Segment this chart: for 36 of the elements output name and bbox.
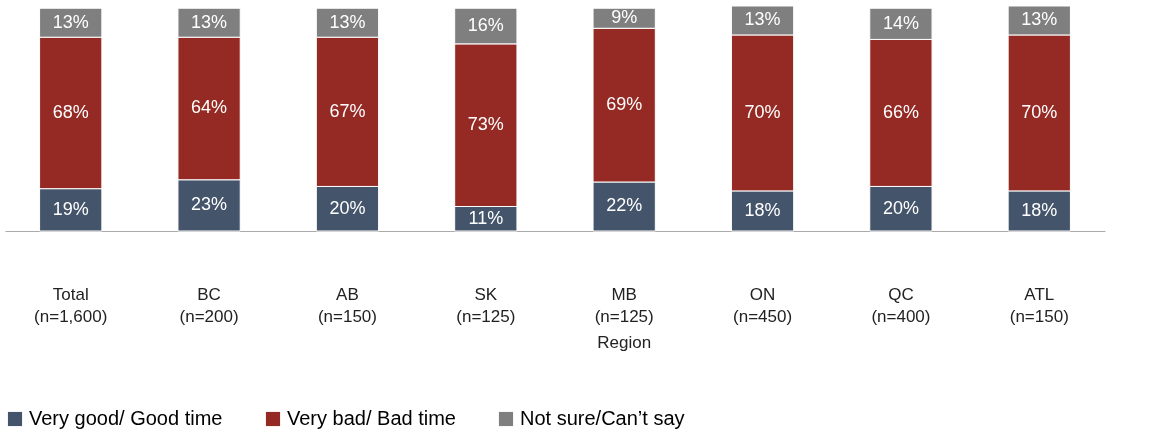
data-label: 13% [1021, 9, 1058, 30]
x-tick-label: ON (n=450) [733, 284, 793, 326]
data-label: 13% [52, 11, 89, 32]
x-tick-label: AB (n=150) [317, 284, 377, 326]
legend-label: Not sure/Can’t say [520, 407, 685, 429]
data-label: 20% [329, 197, 366, 218]
legend-label: Very bad/ Bad time [287, 407, 456, 429]
data-label: 20% [882, 197, 919, 218]
data-label: 19% [52, 198, 89, 219]
text: Region [597, 333, 652, 352]
data-label: 69% [606, 94, 643, 115]
data-label: 18% [744, 199, 781, 220]
x-tick-label: Total (n=1,600) [34, 284, 108, 326]
data-label: 68% [52, 101, 89, 122]
data-label: 18% [1021, 199, 1058, 220]
x-tick-label: ATL (n=150) [1009, 284, 1069, 326]
data-label: 11% [468, 207, 504, 228]
data-label: 22% [606, 195, 643, 216]
data-label: 13% [191, 11, 228, 32]
data-label: 13% [329, 11, 366, 32]
x-tick-label: SK (n=125) [456, 284, 516, 326]
data-label: 23% [191, 194, 228, 215]
data-label: 9% [611, 7, 638, 28]
data-label: 14% [882, 12, 919, 33]
data-label: 16% [467, 15, 504, 36]
data-label: 13% [744, 9, 781, 30]
data-label: 73% [467, 114, 504, 135]
data-label: 70% [1021, 101, 1058, 122]
data-label: 70% [744, 101, 781, 122]
data-label: 64% [191, 97, 228, 118]
x-tick-label: MB (n=125) [594, 284, 654, 326]
legend-label: Very good/ Good time [29, 407, 223, 429]
x-tick-label: QC (n=400) [871, 284, 931, 326]
data-label: 66% [882, 101, 919, 122]
x-tick-label: BC (n=200) [179, 284, 239, 326]
data-label: 67% [329, 100, 366, 121]
